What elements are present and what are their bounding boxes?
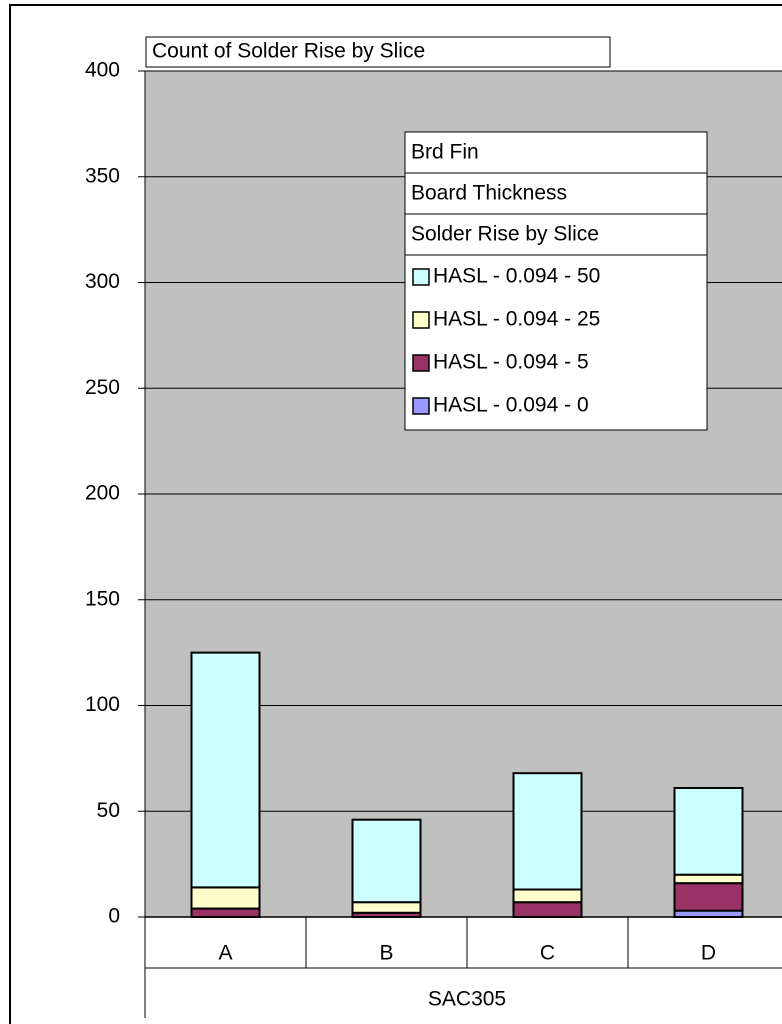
bar-segment <box>351 901 422 914</box>
bar-segment <box>673 873 744 885</box>
bar-segment <box>512 901 583 919</box>
bar-segment <box>190 907 261 918</box>
chart-title: Count of Solder Rise by Slice <box>152 40 425 63</box>
legend-swatch <box>412 397 430 415</box>
y-tick-label: 150 <box>85 587 120 610</box>
y-tick-label: 300 <box>85 270 120 293</box>
legend-field: Solder Rise by Slice <box>411 223 599 246</box>
legend-label: HASL - 0.094 - 25 <box>433 308 600 331</box>
y-tick-label: 100 <box>85 693 120 716</box>
y-tick-label: 400 <box>85 59 120 82</box>
bar-segment <box>673 882 744 912</box>
legend-box <box>404 254 708 431</box>
x-tick-label: D <box>701 942 716 965</box>
bar-segment <box>190 651 261 889</box>
title-box <box>145 36 611 68</box>
bar-segment <box>512 888 583 904</box>
legend-label: HASL - 0.094 - 50 <box>433 265 600 288</box>
bar-segment <box>190 886 261 910</box>
bar-segment <box>512 772 583 891</box>
legend-swatch <box>412 311 430 329</box>
legend-field-box <box>404 131 708 174</box>
y-tick-label: 350 <box>85 164 120 187</box>
legend-field: Brd Fin <box>411 141 479 164</box>
y-tick-label: 250 <box>85 376 120 399</box>
group-label: SAC305 <box>428 988 506 1011</box>
x-tick-label: A <box>218 942 232 965</box>
bar-segment <box>351 818 422 904</box>
legend-label: HASL - 0.094 - 0 <box>433 394 589 417</box>
legend-swatch <box>412 354 430 372</box>
x-tick-label: B <box>379 942 393 965</box>
legend-swatch <box>412 268 430 286</box>
y-tick-label: 200 <box>85 482 120 505</box>
y-tick-label: 0 <box>108 905 120 928</box>
legend-field: Board Thickness <box>411 182 567 205</box>
y-tick-label: 50 <box>97 799 120 822</box>
bar-segment <box>673 786 744 876</box>
legend-field-box <box>404 213 708 256</box>
legend-label: HASL - 0.094 - 5 <box>433 351 589 374</box>
x-tick-label: C <box>540 942 555 965</box>
